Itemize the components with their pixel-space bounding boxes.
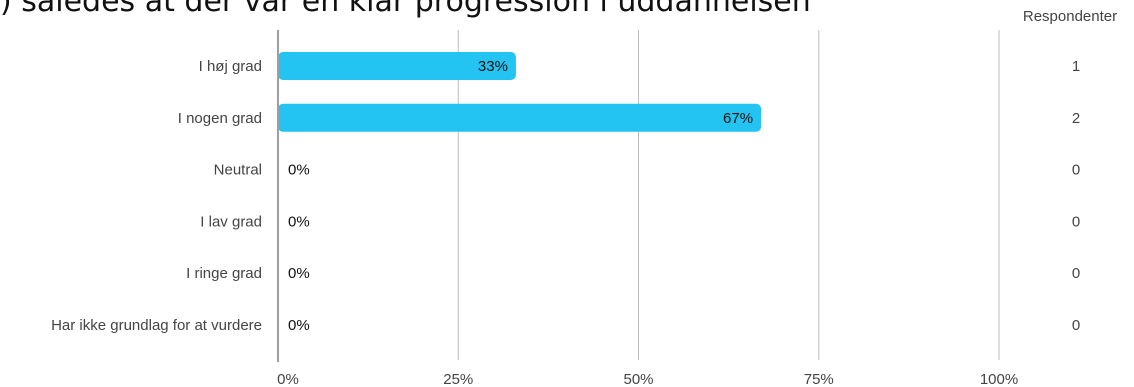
- category-label: I lav grad: [200, 213, 262, 230]
- bar: [278, 52, 516, 80]
- bars: [278, 52, 762, 132]
- x-tick-label: 100%: [980, 371, 1018, 387]
- x-tick-label: 25%: [443, 371, 473, 387]
- gridlines: [457, 30, 1000, 360]
- data-label: 0%: [288, 317, 310, 334]
- category-label: Neutral: [214, 162, 262, 179]
- chart-title: ) således at der var en klar progression…: [0, 0, 811, 19]
- category-label: I nogen grad: [178, 110, 262, 127]
- x-tick-label: 50%: [623, 371, 653, 387]
- respondents-count: 0: [1072, 317, 1080, 334]
- data-label: 0%: [288, 213, 310, 230]
- bar: [278, 103, 762, 132]
- category-label: Har ikke grundlag for at vurdere: [51, 317, 262, 334]
- respondents-count: 2: [1072, 110, 1080, 127]
- respondents-header: Respondenter: [1023, 8, 1117, 25]
- data-label: 0%: [288, 265, 310, 282]
- respondents-count: 0: [1072, 162, 1080, 179]
- respondents-count: 1: [1072, 58, 1080, 75]
- category-label: I høj grad: [199, 58, 262, 75]
- data-label: 33%: [478, 58, 508, 75]
- data-label: 0%: [288, 162, 310, 179]
- respondents-count: 0: [1072, 213, 1080, 230]
- category-label: I ringe grad: [186, 265, 262, 282]
- x-tick-label: 75%: [804, 371, 834, 387]
- x-tick-label: 0%: [277, 371, 299, 387]
- respondents-count: 0: [1072, 265, 1080, 282]
- data-label: 67%: [723, 110, 753, 127]
